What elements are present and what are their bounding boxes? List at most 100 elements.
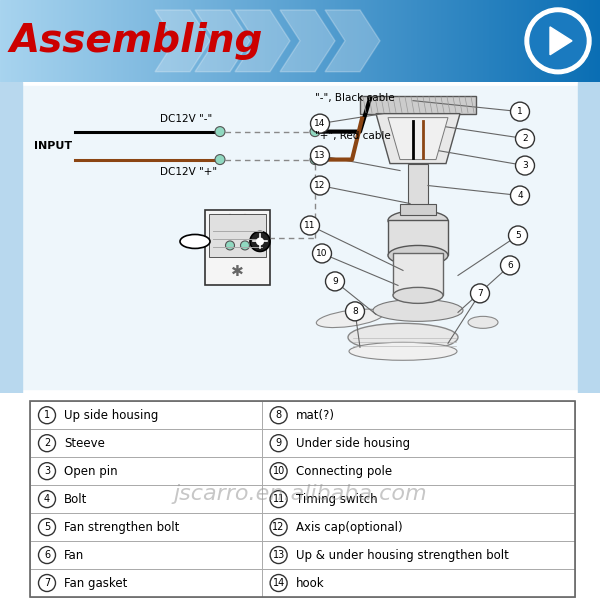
Bar [170, 0, 172, 82]
Bar [138, 0, 140, 82]
Bar [482, 0, 484, 82]
Circle shape [38, 491, 56, 508]
Bar [30, 485, 575, 513]
Bar [326, 0, 328, 82]
Bar [210, 0, 212, 82]
Bar [80, 0, 82, 82]
Bar [132, 0, 134, 82]
Bar [416, 0, 418, 82]
Bar [520, 0, 522, 82]
Bar [382, 0, 384, 82]
Bar [466, 0, 468, 82]
Bar [444, 0, 446, 82]
Text: "-", Black cable: "-", Black cable [315, 93, 395, 103]
Bar [166, 0, 168, 82]
Bar [356, 0, 358, 82]
Bar [500, 0, 502, 82]
Circle shape [226, 241, 235, 250]
Bar [566, 0, 568, 82]
Circle shape [270, 546, 287, 563]
Ellipse shape [180, 235, 210, 249]
Bar [116, 0, 118, 82]
Bar [316, 0, 318, 82]
Bar [438, 0, 440, 82]
Circle shape [346, 302, 365, 321]
Bar [422, 0, 424, 82]
Text: Under side housing: Under side housing [296, 437, 410, 450]
Bar [568, 0, 570, 82]
Bar [330, 0, 332, 82]
Bar [38, 0, 40, 82]
Bar [148, 0, 150, 82]
Bar [418, 0, 420, 82]
Ellipse shape [349, 342, 457, 361]
Bar [496, 0, 498, 82]
Bar [472, 0, 474, 82]
Text: Fan strengthen bolt: Fan strengthen bolt [64, 520, 179, 534]
Bar [598, 0, 600, 82]
Bar [194, 0, 196, 82]
Bar [156, 0, 158, 82]
Bar [252, 0, 254, 82]
Bar [92, 0, 94, 82]
Bar [388, 0, 390, 82]
Bar [358, 0, 360, 82]
Bar [182, 0, 184, 82]
Bar [486, 0, 488, 82]
Bar [246, 0, 248, 82]
Bar [540, 0, 542, 82]
Bar [526, 0, 528, 82]
Text: 12: 12 [314, 181, 326, 190]
Bar [48, 0, 50, 82]
Bar [188, 0, 190, 82]
Polygon shape [155, 10, 210, 72]
Text: INPUT: INPUT [34, 140, 72, 151]
Bar [584, 0, 586, 82]
Bar [72, 0, 74, 82]
Text: Axis cap(optional): Axis cap(optional) [296, 520, 402, 534]
Bar [352, 0, 354, 82]
Bar [234, 0, 236, 82]
Bar [76, 0, 78, 82]
Bar [504, 0, 506, 82]
Circle shape [270, 491, 287, 508]
Bar [514, 0, 516, 82]
Bar [260, 0, 262, 82]
Bar [490, 0, 492, 82]
Bar [216, 0, 218, 82]
Bar [508, 0, 510, 82]
Bar [536, 0, 538, 82]
Bar [212, 0, 214, 82]
Circle shape [310, 126, 320, 137]
Text: ✱: ✱ [231, 264, 244, 279]
Bar [126, 0, 128, 82]
Bar [24, 0, 26, 82]
Text: 9: 9 [275, 438, 281, 448]
Bar [402, 0, 404, 82]
Bar [68, 0, 70, 82]
Bar [570, 0, 572, 82]
Bar [176, 0, 178, 82]
Circle shape [313, 244, 331, 263]
Text: 14: 14 [272, 578, 285, 588]
Text: 13: 13 [314, 151, 326, 160]
Bar [205, 211, 270, 286]
Bar [512, 0, 514, 82]
Circle shape [509, 226, 527, 245]
Bar [574, 0, 576, 82]
Bar [286, 0, 288, 82]
Bar [12, 0, 14, 82]
Bar [30, 513, 575, 541]
Bar [360, 96, 476, 114]
Text: 9: 9 [332, 277, 338, 286]
Text: 6: 6 [507, 261, 513, 270]
Circle shape [530, 13, 586, 69]
Bar [30, 541, 575, 569]
Bar [258, 0, 260, 82]
Polygon shape [550, 27, 572, 55]
Bar [362, 0, 364, 82]
Bar [30, 429, 575, 457]
Bar [236, 0, 238, 82]
Text: Open pin: Open pin [64, 465, 118, 478]
Bar [82, 0, 84, 82]
